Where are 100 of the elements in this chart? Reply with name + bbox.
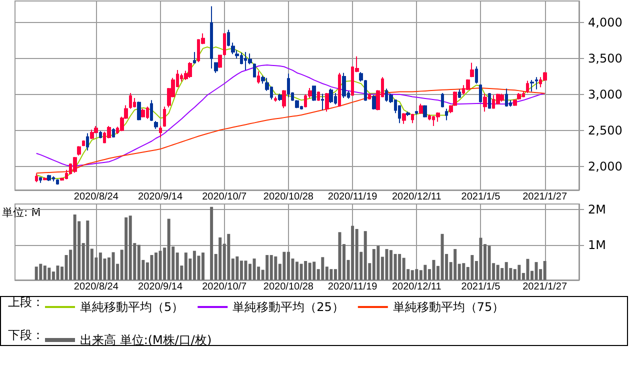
candlestick: [458, 88, 461, 99]
bar: [43, 266, 46, 280]
candlestick: [214, 62, 218, 74]
x-tick-label: 2020/12/11: [392, 192, 442, 202]
candlestick: [188, 62, 192, 78]
bar: [270, 255, 273, 280]
bar: [73, 214, 76, 280]
candlestick: [163, 106, 166, 128]
x-tick-label: 2020/9/14: [138, 192, 183, 202]
candlestick: [47, 174, 51, 182]
y-tick-label: 3,000: [588, 87, 622, 102]
candlestick: [321, 93, 324, 111]
candlestick: [483, 93, 487, 112]
bar: [470, 255, 474, 280]
x-tick-label: 2021/1/5: [461, 192, 501, 202]
candlestick: [517, 92, 521, 100]
bar: [184, 252, 188, 280]
line-series: [36, 64, 546, 166]
x-tick-label: 2020/10/28: [263, 282, 314, 292]
candlestick: [445, 108, 448, 121]
candlestick: [436, 112, 440, 122]
candlestick: [282, 90, 286, 109]
bar: [513, 269, 516, 280]
bar: [440, 234, 444, 280]
candlestick: [227, 29, 230, 47]
bar: [210, 206, 214, 280]
candlestick: [312, 85, 316, 102]
bar: [39, 264, 42, 280]
bar: [454, 249, 457, 280]
bar: [282, 252, 286, 280]
candlestick: [56, 178, 59, 186]
candlestick: [415, 110, 418, 116]
bar: [432, 260, 436, 280]
bar: [526, 258, 530, 280]
candlestick: [253, 63, 256, 78]
candlestick: [257, 70, 260, 84]
candlestick: [295, 100, 299, 109]
bar: [218, 237, 222, 280]
candlestick: [137, 101, 141, 121]
bar: [385, 249, 388, 280]
legend-title: 下段：: [8, 328, 44, 342]
candlestick: [368, 93, 371, 100]
bar: [192, 250, 196, 280]
bar: [338, 232, 342, 280]
candlestick: [513, 98, 517, 106]
bar: [518, 264, 521, 280]
candlestick: [535, 76, 538, 90]
candlestick: [423, 104, 427, 118]
candlestick: [39, 176, 42, 184]
bar: [330, 269, 333, 280]
y-tick-label: 2M: [588, 202, 606, 217]
candlestick: [470, 62, 474, 78]
candlestick: [231, 42, 235, 55]
candlestick: [90, 129, 94, 140]
candlestick: [342, 72, 346, 99]
x-tick-label: 2020/11/19: [328, 192, 378, 202]
bar: [376, 246, 380, 280]
candlestick: [129, 92, 132, 110]
bar: [312, 262, 316, 280]
bar: [86, 220, 90, 280]
candlestick: [364, 80, 367, 102]
bar: [240, 260, 243, 280]
candlestick: [193, 52, 196, 64]
legend-label: 単純移動平均（25）: [232, 300, 344, 314]
candlestick: [223, 32, 226, 56]
y-tick-label: 2,000: [588, 159, 622, 174]
x-tick-label: 2020/8/24: [74, 192, 119, 202]
y-tick-label: 3,500: [588, 51, 622, 66]
bar: [158, 250, 162, 280]
y-tick-label: 1M: [588, 238, 606, 252]
bar: [355, 228, 358, 280]
candlestick: [530, 80, 534, 92]
bar: [167, 218, 170, 280]
candlestick: [419, 103, 423, 114]
candlestick: [488, 92, 491, 110]
bar: [266, 255, 269, 280]
bar: [543, 261, 546, 280]
candlestick: [325, 92, 329, 112]
bar: [34, 266, 38, 280]
bar: [479, 238, 482, 280]
bar: [321, 257, 324, 280]
candlestick: [154, 120, 158, 130]
bar: [372, 249, 376, 280]
candlestick: [141, 108, 145, 118]
bar: [274, 256, 278, 280]
bar: [394, 254, 397, 280]
candlestick: [150, 100, 153, 122]
bar: [402, 258, 406, 280]
legend-label: 単純移動平均（75）: [392, 300, 504, 314]
bar: [137, 244, 140, 280]
candlestick: [372, 94, 376, 110]
bar: [488, 246, 491, 280]
candlestick: [338, 72, 341, 108]
bar: [150, 255, 154, 280]
x-tick-label: 2020/10/7: [202, 282, 248, 292]
candlestick: [466, 78, 470, 91]
bar: [286, 252, 290, 280]
bar: [351, 226, 354, 280]
candlestick: [411, 113, 414, 124]
bar: [415, 269, 418, 280]
